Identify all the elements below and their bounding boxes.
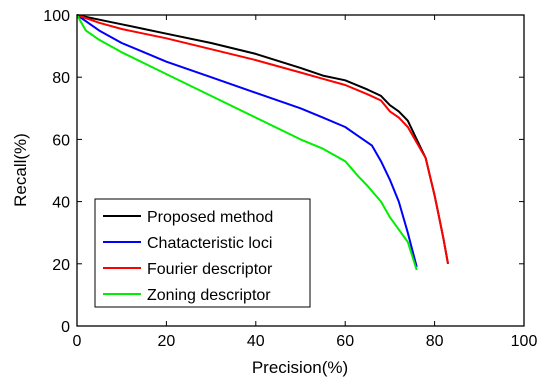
x-tick-label: 80 bbox=[426, 333, 444, 350]
x-tick-label: 20 bbox=[158, 333, 176, 350]
x-axis-label: Precision(%) bbox=[252, 358, 348, 377]
y-tick-label: 20 bbox=[52, 257, 70, 274]
plot-frame bbox=[76, 14, 525, 327]
y-tick-label: 80 bbox=[52, 70, 70, 87]
y-axis-label: Recall(%) bbox=[11, 133, 30, 207]
legend-label-2: Chatacteristic loci bbox=[147, 235, 272, 252]
series-line-3 bbox=[76, 14, 449, 264]
legend-label-4: Zoning descriptor bbox=[147, 287, 271, 304]
legend-label-1: Proposed method bbox=[147, 209, 273, 226]
y-tick-label: 60 bbox=[52, 132, 70, 149]
series-line-2 bbox=[76, 14, 418, 268]
legend: Proposed method Chatacteristic loci Fourie… bbox=[94, 198, 311, 308]
x-tick-label: 40 bbox=[247, 333, 265, 350]
x-tick-label: 100 bbox=[511, 333, 538, 350]
y-tick-label: 0 bbox=[61, 319, 70, 336]
series-layer bbox=[76, 14, 449, 271]
x-tick-label: 0 bbox=[73, 333, 82, 350]
series-line-4 bbox=[76, 14, 418, 271]
tick-layer: 0 20 40 60 80 100 0 20 40 60 80 100 bbox=[43, 8, 537, 350]
y-tick-label: 40 bbox=[52, 195, 70, 212]
legend-label-3: Fourier descriptor bbox=[147, 261, 273, 278]
x-tick-label: 60 bbox=[336, 333, 354, 350]
y-tick-label: 100 bbox=[43, 8, 70, 25]
